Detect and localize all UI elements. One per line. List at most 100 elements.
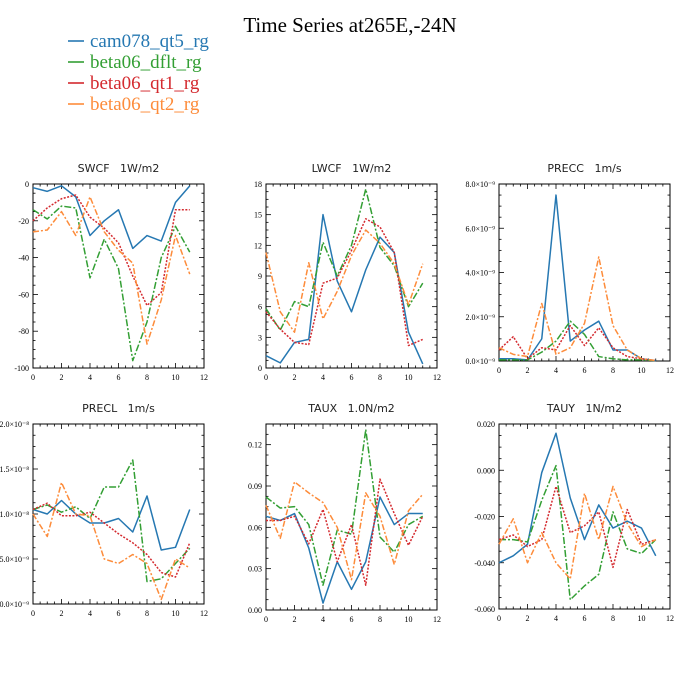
panel-3: PRECL 1m/s 0 2 4 6 8 10 12 0.0×10⁻⁹ 5.0×10⁻⁹ 1.0×1…	[0, 402, 208, 618]
series-line-3-panel-5	[498, 485, 657, 580]
x-tick-label: 4	[554, 614, 558, 623]
panel-title-2: PRECC 1m/s	[547, 162, 621, 175]
series-line-2-panel-4	[266, 478, 424, 586]
series-line-3-panel-0	[32, 196, 191, 345]
panel-1: LWCF 1W/m2 0 2 4 6 8 10 12 0 3 6 9 12 15 18	[254, 162, 441, 382]
series-line-1-panel-2	[499, 320, 656, 362]
x-tick-label: 10	[405, 373, 413, 382]
series-line-2-panel-1	[265, 218, 424, 347]
series-line-0-panel-1	[265, 213, 424, 365]
y-tick-label: 0.00	[248, 606, 262, 615]
series-line-0-panel-2	[499, 194, 656, 362]
series-line-1-panel-0	[32, 205, 191, 362]
x-tick-label: 0	[264, 373, 268, 382]
y-tick-label: 0.09	[248, 482, 262, 491]
plot-frame-3	[32, 423, 205, 605]
x-tick-label: 8	[611, 614, 615, 623]
series-line-1-panel-3	[32, 459, 191, 583]
x-tick-label: 8	[145, 373, 149, 382]
x-tick-label: 2	[60, 609, 64, 618]
y-tick-label: 9	[258, 272, 262, 281]
y-tick-label: 2.0×10⁻⁹	[465, 313, 495, 322]
y-tick-label: -20	[18, 217, 29, 226]
y-tick-label: -0.020	[474, 513, 495, 522]
x-tick-label: 12	[200, 373, 208, 382]
x-tick-label: 6	[350, 615, 354, 624]
series-line-3-panel-3	[32, 481, 191, 601]
x-tick-label: 10	[638, 614, 646, 623]
panel-4: TAUX 1.0N/m2 0 2 4 6 8 10 12 0.00 0.03 0.06 0.09 0.1…	[248, 402, 441, 624]
y-tick-label: -100	[14, 364, 29, 373]
x-tick-label: 4	[321, 373, 325, 382]
panel-title-3: PRECL 1m/s	[82, 402, 155, 415]
x-tick-label: 4	[321, 615, 325, 624]
y-tick-label: 1.5×10⁻⁸	[0, 465, 29, 474]
x-tick-label: 2	[526, 614, 530, 623]
y-tick-label: -0.040	[474, 559, 495, 568]
series-line-2-panel-3	[32, 502, 191, 578]
y-tick-label: 0	[258, 364, 262, 373]
series-line-3-panel-2	[498, 256, 656, 362]
x-tick-label: 12	[666, 614, 674, 623]
x-tick-label: 6	[117, 609, 121, 618]
legend-entry-0: cam078_qt5_rg	[90, 31, 209, 52]
series-line-2-panel-2	[498, 324, 656, 362]
y-tick-label: -40	[18, 254, 29, 263]
legend-entry-2: beta06_qt1_rg	[90, 73, 200, 94]
y-tick-label: 0.0×10⁻⁹	[0, 600, 29, 609]
y-tick-label: 0.0×10⁻⁹	[465, 357, 495, 366]
y-tick-label: 8.0×10⁻⁹	[465, 180, 495, 189]
x-tick-label: 8	[145, 609, 149, 618]
figure-title: Time Series at265E,-24N	[243, 13, 456, 37]
y-tick-label: 0.12	[248, 441, 262, 450]
y-tick-label: 6	[258, 303, 262, 312]
x-tick-label: 10	[638, 366, 646, 375]
series-line-1-panel-1	[265, 188, 424, 331]
x-tick-label: 4	[554, 366, 558, 375]
y-tick-label: 18	[254, 180, 262, 189]
y-tick-label: 5.0×10⁻⁹	[0, 555, 29, 564]
x-tick-label: 2	[526, 366, 530, 375]
y-tick-label: -80	[18, 327, 29, 336]
x-tick-label: 0	[497, 614, 501, 623]
panel-title-4: TAUX 1.0N/m2	[307, 402, 395, 415]
y-tick-label: 2.0×10⁻⁸	[0, 420, 29, 429]
panels: SWCF 1W/m2 0 2 4 6 8 10 12 0 -20 -40 -60 -80 -100 LWCF…	[0, 162, 674, 624]
legend: cam078_qt5_rgbeta06_dflt_rgbeta06_qt1_rg…	[68, 31, 209, 115]
series-line-1-panel-5	[499, 464, 657, 601]
x-tick-label: 12	[666, 366, 674, 375]
x-tick-label: 2	[293, 615, 297, 624]
panel-title-0: SWCF 1W/m2	[78, 162, 160, 175]
series-line-2-panel-0	[32, 194, 190, 307]
y-tick-label: -60	[18, 290, 29, 299]
x-tick-label: 10	[405, 615, 413, 624]
series-line-1-panel-4	[265, 428, 424, 586]
y-tick-label: 0.000	[477, 466, 495, 475]
y-tick-label: 6.0×10⁻⁹	[465, 224, 495, 233]
series-line-0-panel-0	[32, 185, 191, 250]
x-tick-label: 8	[378, 373, 382, 382]
y-tick-label: -0.060	[474, 605, 495, 614]
x-tick-label: 6	[583, 366, 587, 375]
x-tick-label: 12	[200, 609, 208, 618]
x-tick-label: 4	[88, 373, 92, 382]
y-tick-label: 0	[25, 180, 29, 189]
x-tick-label: 6	[350, 373, 354, 382]
x-tick-label: 0	[264, 615, 268, 624]
panel-title-5: TAUY 1N/m2	[546, 402, 622, 415]
series-line-2-panel-5	[498, 485, 656, 569]
x-tick-label: 2	[293, 373, 297, 382]
x-tick-label: 12	[433, 373, 441, 382]
y-tick-label: 0.020	[477, 420, 495, 429]
panel-0: SWCF 1W/m2 0 2 4 6 8 10 12 0 -20 -40 -60 -80 -100	[14, 162, 208, 382]
series-line-3-panel-1	[265, 229, 424, 333]
series-line-0-panel-5	[498, 432, 657, 564]
panel-title-1: LWCF 1W/m2	[312, 162, 392, 175]
y-tick-label: 0.03	[248, 565, 262, 574]
y-tick-label: 4.0×10⁻⁹	[465, 269, 495, 278]
y-tick-label: 0.06	[248, 523, 262, 532]
x-tick-label: 8	[611, 366, 615, 375]
y-tick-label: 15	[254, 211, 262, 220]
x-tick-label: 8	[378, 615, 382, 624]
